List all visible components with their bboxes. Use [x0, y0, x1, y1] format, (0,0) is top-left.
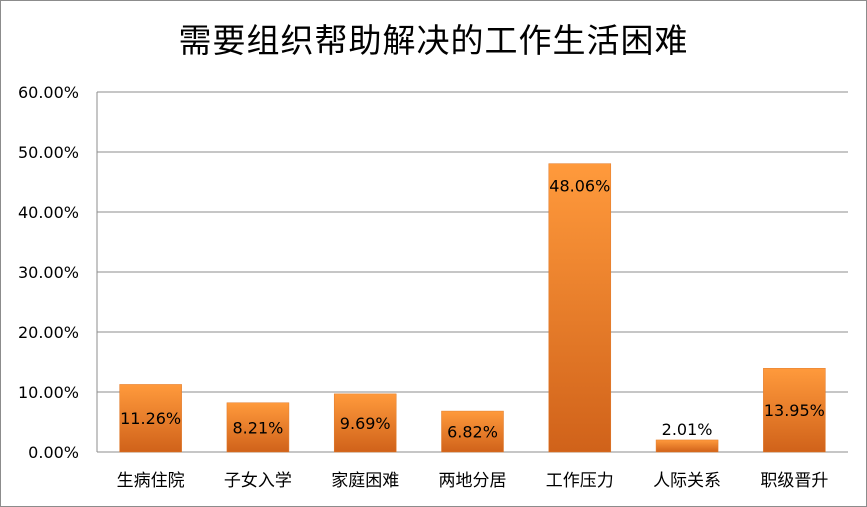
- y-tick-label: 20.00%: [18, 323, 79, 342]
- data-label: 8.21%: [233, 418, 284, 437]
- data-label: 11.26%: [120, 409, 181, 428]
- data-labels: 11.26% 8.21% 9.69% 6.82% 48.06% 2.01% 13.95%: [120, 177, 825, 442]
- category-label: 工作压力: [546, 471, 614, 491]
- y-tick-label: 40.00%: [18, 203, 79, 222]
- category-label: 子女入学: [224, 471, 292, 491]
- category-label: 家庭困难: [331, 471, 399, 491]
- chart-title: 需要组织帮助解决的工作生活困难: [178, 21, 689, 60]
- category-labels: 生病住院 子女入学 家庭困难 两地分居 工作压力 人际关系 职级晋升: [117, 471, 829, 491]
- bars: [119, 163, 826, 453]
- data-label: 9.69%: [340, 414, 391, 433]
- category-label: 生病住院: [117, 471, 185, 491]
- category-label: 两地分居: [439, 471, 507, 491]
- category-label: 职级晋升: [760, 471, 828, 491]
- bar: [548, 163, 612, 453]
- data-label: 13.95%: [764, 401, 825, 420]
- bar: [441, 410, 504, 453]
- data-label: 6.82%: [447, 423, 498, 442]
- data-label: 48.06%: [549, 177, 610, 196]
- y-tick-label: 30.00%: [18, 263, 79, 282]
- bar: [655, 439, 719, 453]
- bar: [226, 402, 290, 453]
- y-tick-label: 60.00%: [18, 83, 79, 102]
- y-tick-label: 10.00%: [18, 383, 79, 402]
- y-tick-label: 0.00%: [28, 443, 79, 462]
- y-axis-ticks: 0.00% 10.00% 20.00% 30.00% 40.00% 50.00% 60.00…: [18, 83, 79, 462]
- bar: [119, 384, 182, 453]
- bar: [333, 393, 397, 453]
- bar: [763, 368, 826, 453]
- y-tick-label: 50.00%: [18, 143, 79, 162]
- category-label: 人际关系: [653, 471, 721, 491]
- data-label: 2.01%: [662, 420, 713, 439]
- gridlines: [96, 91, 848, 453]
